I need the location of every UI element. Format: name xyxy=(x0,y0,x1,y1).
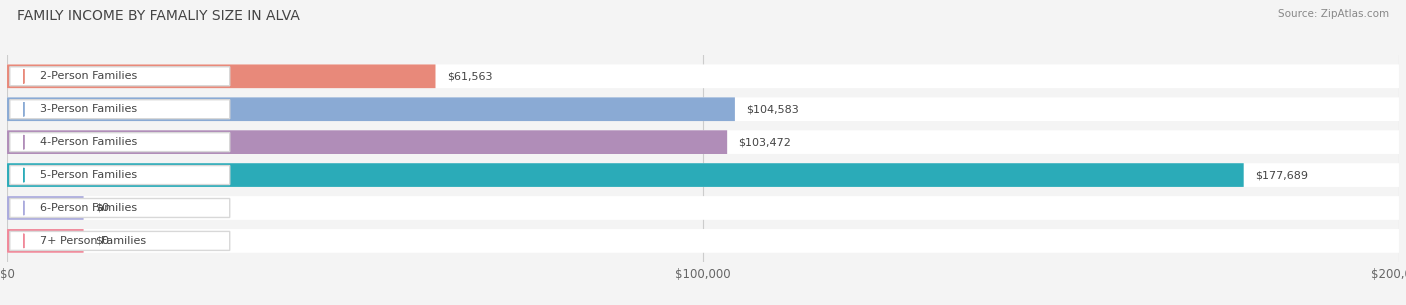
Text: 6-Person Families: 6-Person Families xyxy=(41,203,138,213)
FancyBboxPatch shape xyxy=(10,100,229,119)
Text: 3-Person Families: 3-Person Families xyxy=(41,104,138,114)
Text: $103,472: $103,472 xyxy=(738,137,792,147)
Text: $177,689: $177,689 xyxy=(1254,170,1308,180)
Text: 2-Person Families: 2-Person Families xyxy=(41,71,138,81)
FancyBboxPatch shape xyxy=(7,130,1399,154)
FancyBboxPatch shape xyxy=(7,163,1399,187)
FancyBboxPatch shape xyxy=(7,196,1399,220)
FancyBboxPatch shape xyxy=(7,64,436,88)
FancyBboxPatch shape xyxy=(7,229,1399,253)
FancyBboxPatch shape xyxy=(7,64,1399,88)
Text: 4-Person Families: 4-Person Families xyxy=(41,137,138,147)
Text: $0: $0 xyxy=(94,236,108,246)
Text: FAMILY INCOME BY FAMALIY SIZE IN ALVA: FAMILY INCOME BY FAMALIY SIZE IN ALVA xyxy=(17,9,299,23)
FancyBboxPatch shape xyxy=(7,97,1399,121)
FancyBboxPatch shape xyxy=(7,130,727,154)
Text: $0: $0 xyxy=(94,203,108,213)
FancyBboxPatch shape xyxy=(10,67,229,86)
FancyBboxPatch shape xyxy=(7,229,83,253)
FancyBboxPatch shape xyxy=(10,231,229,250)
Text: $61,563: $61,563 xyxy=(447,71,492,81)
Text: 7+ Person Families: 7+ Person Families xyxy=(41,236,146,246)
FancyBboxPatch shape xyxy=(7,196,83,220)
Text: Source: ZipAtlas.com: Source: ZipAtlas.com xyxy=(1278,9,1389,19)
FancyBboxPatch shape xyxy=(7,97,735,121)
FancyBboxPatch shape xyxy=(10,166,229,185)
Text: $104,583: $104,583 xyxy=(747,104,799,114)
FancyBboxPatch shape xyxy=(7,163,1244,187)
Text: 5-Person Families: 5-Person Families xyxy=(41,170,138,180)
FancyBboxPatch shape xyxy=(10,133,229,152)
FancyBboxPatch shape xyxy=(10,199,229,217)
